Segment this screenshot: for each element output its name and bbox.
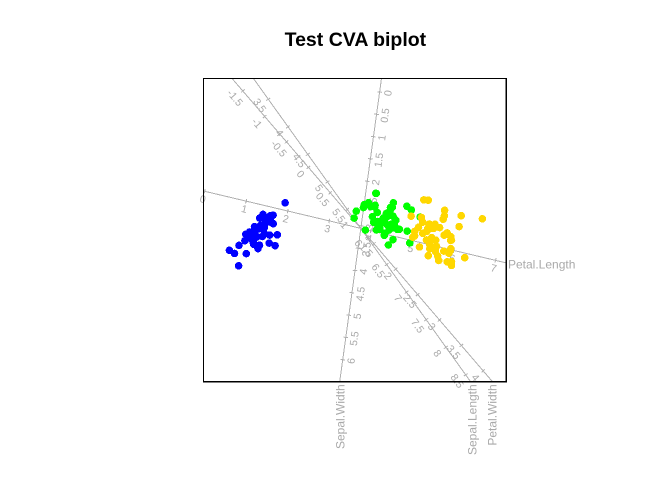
svg-text:Petal.Length: Petal.Length <box>508 258 575 272</box>
svg-text:Sepal.Length: Sepal.Length <box>466 384 480 455</box>
svg-text:0: 0 <box>382 89 395 97</box>
svg-text:3.5: 3.5 <box>360 241 374 257</box>
svg-text:6: 6 <box>351 238 364 250</box>
svg-text:1.5: 1.5 <box>372 152 386 168</box>
svg-text:5: 5 <box>352 312 365 320</box>
svg-text:5: 5 <box>312 182 325 194</box>
svg-text:4: 4 <box>358 268 371 276</box>
svg-text:0: 0 <box>198 193 207 206</box>
svg-text:Sepal.Width: Sepal.Width <box>334 384 348 449</box>
svg-text:5.5: 5.5 <box>348 330 362 346</box>
svg-text:Test CVA biplot: Test CVA biplot <box>285 29 427 51</box>
svg-text:1: 1 <box>240 203 249 216</box>
svg-text:6: 6 <box>345 357 358 365</box>
svg-text:4.5: 4.5 <box>354 286 368 302</box>
svg-text:8: 8 <box>430 348 443 360</box>
svg-text:3: 3 <box>323 223 332 236</box>
svg-text:1: 1 <box>376 134 389 142</box>
svg-text:2: 2 <box>281 213 290 226</box>
svg-text:7: 7 <box>391 293 404 305</box>
svg-text:Petal.Width: Petal.Width <box>486 384 500 445</box>
svg-text:0.5: 0.5 <box>379 107 393 123</box>
svg-text:2: 2 <box>370 179 383 187</box>
svg-text:5: 5 <box>406 242 415 255</box>
svg-text:7: 7 <box>489 262 498 275</box>
svg-text:4: 4 <box>365 233 374 246</box>
svg-text:3: 3 <box>364 223 377 231</box>
